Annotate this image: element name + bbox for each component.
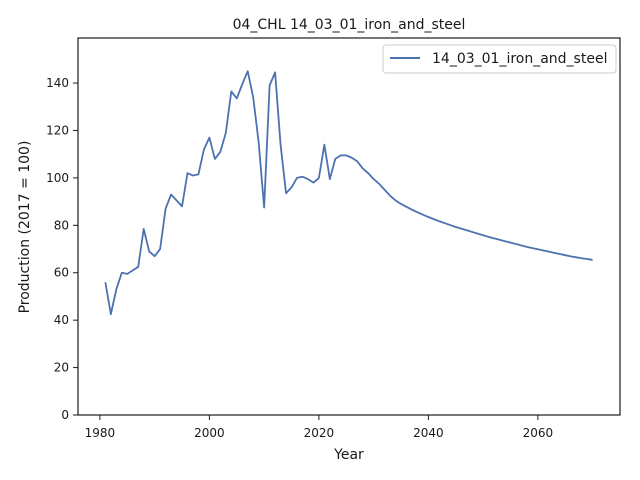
y-tick-label: 140 xyxy=(46,76,69,90)
y-tick-label: 20 xyxy=(54,361,69,375)
y-tick-label: 60 xyxy=(54,266,69,280)
y-tick-label: 40 xyxy=(54,313,69,327)
chart-title: 04_CHL 14_03_01_iron_and_steel xyxy=(233,17,466,33)
legend: 14_03_01_iron_and_steel xyxy=(382,44,617,74)
legend-box xyxy=(382,44,617,74)
x-tick-label: 2000 xyxy=(194,426,225,440)
y-tick-label: 80 xyxy=(54,218,69,232)
x-tick-label: 2040 xyxy=(413,426,444,440)
x-axis-label: Year xyxy=(333,447,364,463)
x-axis-ticks: 1980 2000 2020 2040 2060 xyxy=(85,415,554,440)
y-axis-ticks: 0 20 40 60 80 100 120 140 xyxy=(46,76,78,422)
x-tick-label: 1980 xyxy=(85,426,116,440)
series-line-0 xyxy=(104,70,593,316)
legend-series-label: 14_03_01_iron_and_steel xyxy=(432,51,607,67)
x-tick-label: 2060 xyxy=(523,426,554,440)
plot-area xyxy=(77,37,621,416)
axes-frame xyxy=(77,37,621,416)
y-tick-label: 120 xyxy=(46,123,69,137)
x-tick-label: 2020 xyxy=(304,426,335,440)
y-axis-label: Production (2017 = 100) xyxy=(17,141,33,314)
y-tick-label: 100 xyxy=(46,171,69,185)
y-tick-label: 0 xyxy=(61,408,69,422)
